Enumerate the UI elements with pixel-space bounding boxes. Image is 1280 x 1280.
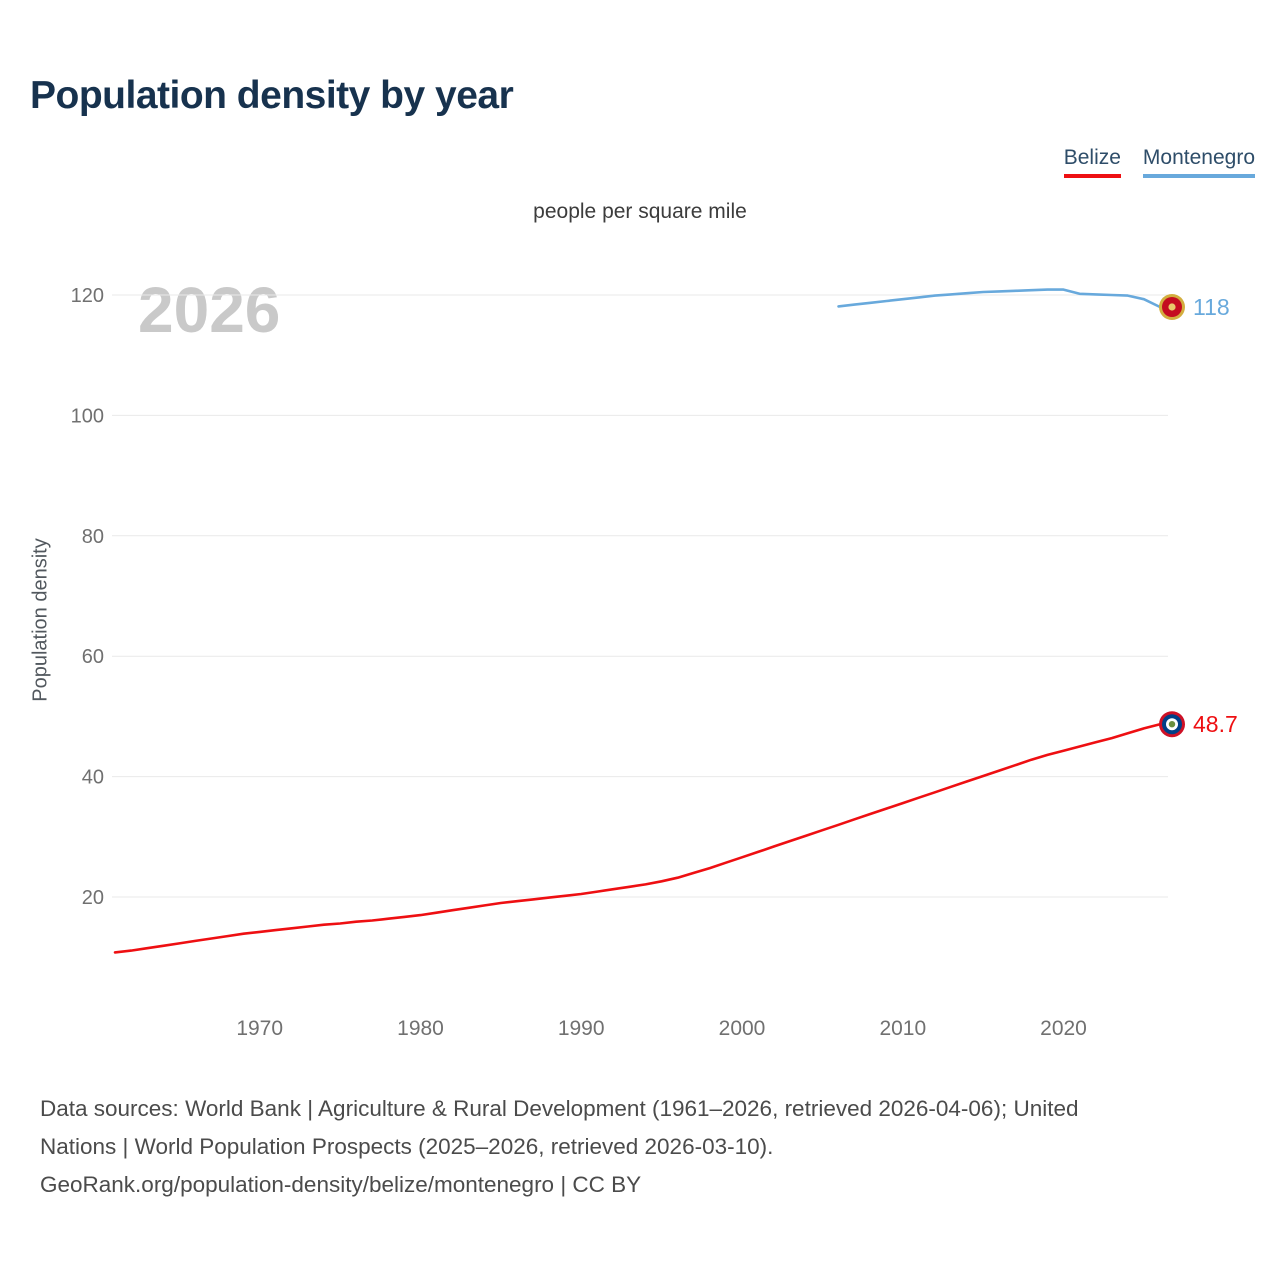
attribution-line: GeoRank.org/population-density/belize/mo… — [40, 1172, 642, 1197]
montenegro-end-label: 118 — [1193, 294, 1230, 320]
y-tick-label: 80 — [82, 526, 104, 548]
y-tick-label: 40 — [82, 767, 104, 789]
montenegro-flag-icon — [1159, 294, 1185, 320]
x-tick-label: 1990 — [558, 1017, 605, 1040]
chart-subtitle: people per square mile — [533, 200, 747, 223]
x-tick-label: 2020 — [1040, 1017, 1087, 1040]
x-tick-label: 1970 — [236, 1017, 283, 1040]
year-watermark: 2026 — [138, 274, 281, 346]
y-tick-label: 120 — [71, 285, 104, 307]
legend-label-belize: Belize — [1063, 146, 1121, 169]
page-title: Population density by year — [30, 74, 514, 117]
legend-label-montenegro: Montenegro — [1142, 146, 1255, 169]
x-tick-label: 1980 — [397, 1017, 444, 1040]
legend-item-belize[interactable]: Belize — [1063, 146, 1121, 178]
y-tick-label: 60 — [82, 646, 104, 668]
legend-item-montenegro[interactable]: Montenegro — [1142, 146, 1255, 178]
data-sources-line-2: Nations | World Population Prospects (20… — [40, 1134, 774, 1159]
population-density-chart: 20 40 60 80 100 120 1970 1980 1990 2000 2010 2020 48… — [71, 285, 1238, 1040]
belize-end-label: 48.7 — [1193, 711, 1238, 737]
legend: Belize Montenegro — [1063, 146, 1255, 178]
x-tick-label: 2010 — [879, 1017, 926, 1040]
data-sources-footer: Data sources: World Bank | Agriculture &… — [40, 1090, 1250, 1204]
belize-line — [113, 722, 1162, 954]
y-tick-label: 100 — [71, 405, 104, 427]
montenegro-line — [837, 288, 1162, 309]
y-tick-label: 20 — [82, 887, 104, 909]
x-tick-label: 2000 — [719, 1017, 766, 1040]
belize-flag-icon — [1159, 711, 1185, 738]
data-sources-line-1: Data sources: World Bank | Agriculture &… — [40, 1096, 1079, 1121]
